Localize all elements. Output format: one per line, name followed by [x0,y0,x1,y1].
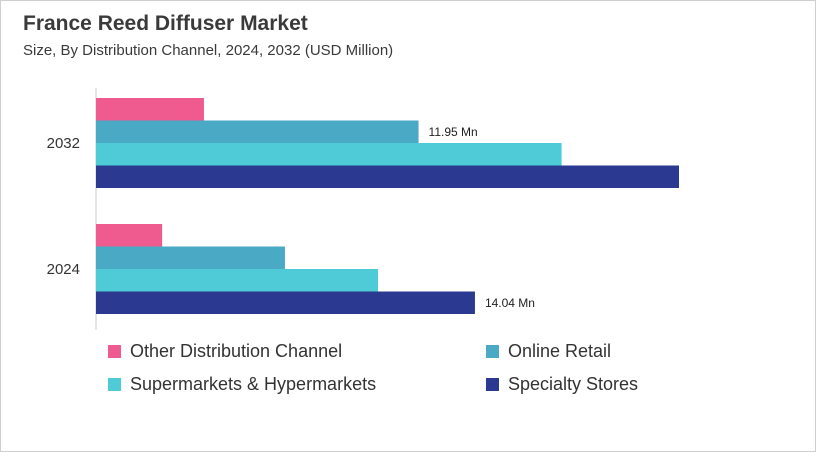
bar [96,98,204,121]
legend-swatch [108,345,121,358]
chart-title: France Reed Diffuser Market [23,12,308,35]
legend-label: Supermarkets & Hypermarkets [130,374,377,394]
y-tick-label: 2024 [47,261,80,278]
legend-swatch [108,378,121,391]
legend-item: Online Retail [486,341,611,362]
bar [96,269,379,292]
legend-label: Specialty Stores [508,374,639,394]
legend-label: Other Distribution Channel [130,341,343,361]
legend-item: Supermarkets & Hypermarkets [108,374,376,395]
bar [96,143,562,166]
y-tick-label: 2032 [47,135,80,152]
bar [96,224,163,247]
data-label: 11.95 Mn [429,125,478,139]
legend-swatch [486,378,499,391]
bar [96,165,679,188]
bar [96,246,285,269]
legend-swatch [486,345,499,358]
legend-item: Other Distribution Channel [108,341,342,362]
legend-label: Online Retail [508,341,612,361]
bar [96,291,475,314]
chart-subtitle: Size, By Distribution Channel, 2024, 203… [23,42,394,59]
legend-item: Specialty Stores [486,374,638,395]
bar [96,120,419,143]
data-label: 14.04 Mn [485,296,535,310]
